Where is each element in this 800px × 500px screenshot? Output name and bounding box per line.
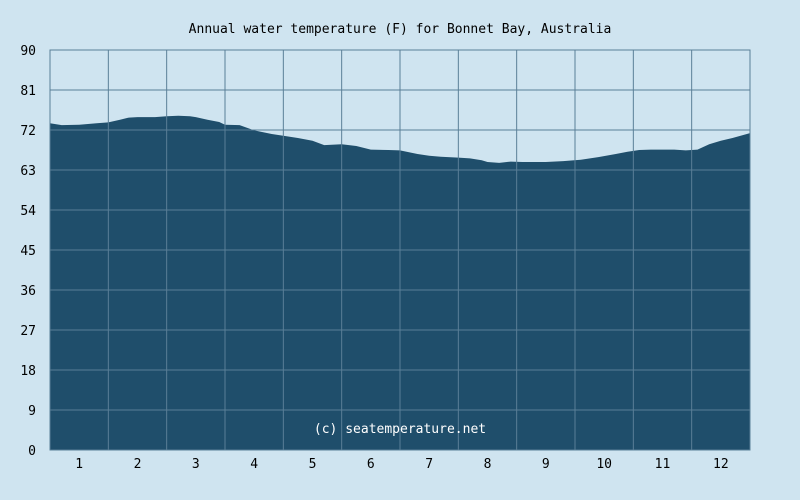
x-tick-label: 11	[655, 457, 671, 472]
x-tick-label: 4	[250, 457, 258, 472]
x-tick-label: 5	[309, 457, 317, 472]
y-tick-label: 0	[28, 444, 36, 459]
x-tick-label: 7	[425, 457, 433, 472]
y-tick-label: 18	[20, 364, 36, 379]
x-tick-label: 9	[542, 457, 550, 472]
y-tick-label: 45	[20, 244, 36, 259]
x-tick-label: 1	[75, 457, 83, 472]
y-axis: 0 9 18 27 36 45 54 63 72 81 90	[20, 44, 36, 459]
plot-border	[49, 49, 751, 451]
y-tick-label: 27	[20, 324, 36, 339]
x-tick-label: 6	[367, 457, 375, 472]
y-tick-label: 63	[20, 164, 36, 179]
x-tick-label: 8	[484, 457, 492, 472]
y-tick-label: 36	[20, 284, 36, 299]
y-tick-label: 54	[20, 204, 36, 219]
x-axis: 1 2 3 4 5 6 7 8 9 10 11 12	[75, 457, 728, 472]
x-tick-label: 2	[134, 457, 142, 472]
y-tick-label: 72	[20, 124, 36, 139]
chart-watermark: (c) seatemperature.net	[314, 422, 486, 437]
x-tick-label: 3	[192, 457, 200, 472]
y-tick-label: 90	[20, 44, 36, 59]
y-tick-label: 81	[20, 84, 36, 99]
plot-area: (c) seatemperature.net	[49, 49, 751, 451]
x-tick-label: 12	[713, 457, 729, 472]
x-tick-label: 10	[596, 457, 612, 472]
y-tick-label: 9	[28, 404, 36, 419]
chart-title: Annual water temperature (F) for Bonnet …	[189, 22, 612, 37]
